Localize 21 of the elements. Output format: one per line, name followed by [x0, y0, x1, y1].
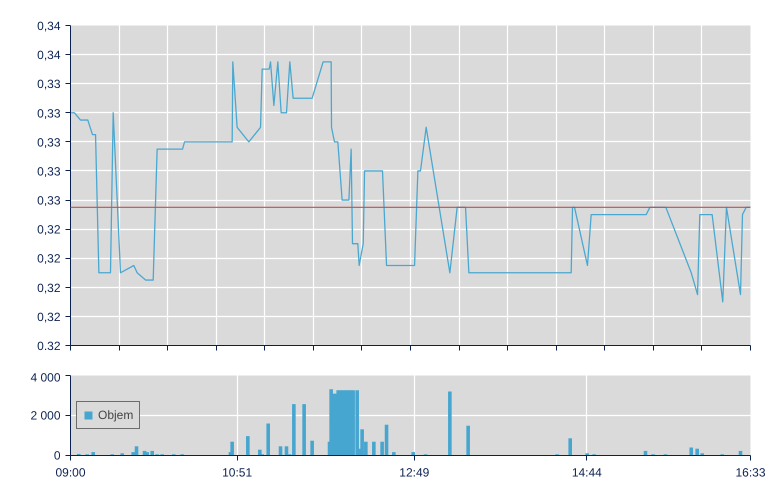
y-tick-label: 0,32	[37, 252, 61, 266]
y-tick-label: 0,34	[37, 48, 61, 62]
y-tick-label: 0,33	[37, 77, 61, 92]
y-tick-label: 0,34	[37, 19, 61, 33]
x-tick-label: 16:33	[735, 466, 766, 480]
y-tick-label: 0,33	[37, 194, 61, 208]
legend-label: Objem	[98, 408, 134, 422]
y-tick-label: 0.32	[37, 339, 61, 353]
y-tick-label: 0,33	[37, 135, 61, 150]
y-tick-label: 2 000	[30, 408, 61, 422]
y-tick-label: 0,33	[37, 106, 61, 120]
x-tick-label: 10:51	[222, 466, 252, 480]
y-tick-label: 0,32	[37, 310, 61, 324]
x-tick-label: 09:00	[55, 466, 86, 480]
y-tick-label: 0	[54, 448, 61, 462]
y-tick-label: 0,33	[37, 164, 61, 178]
y-tick-label: 4 000	[30, 370, 61, 384]
x-tick-label: 14:44	[572, 466, 602, 480]
x-tick-label: 12:49	[399, 466, 430, 480]
y-tick-label: 0,32	[37, 222, 61, 237]
y-tick-label: 0,32	[37, 280, 61, 295]
